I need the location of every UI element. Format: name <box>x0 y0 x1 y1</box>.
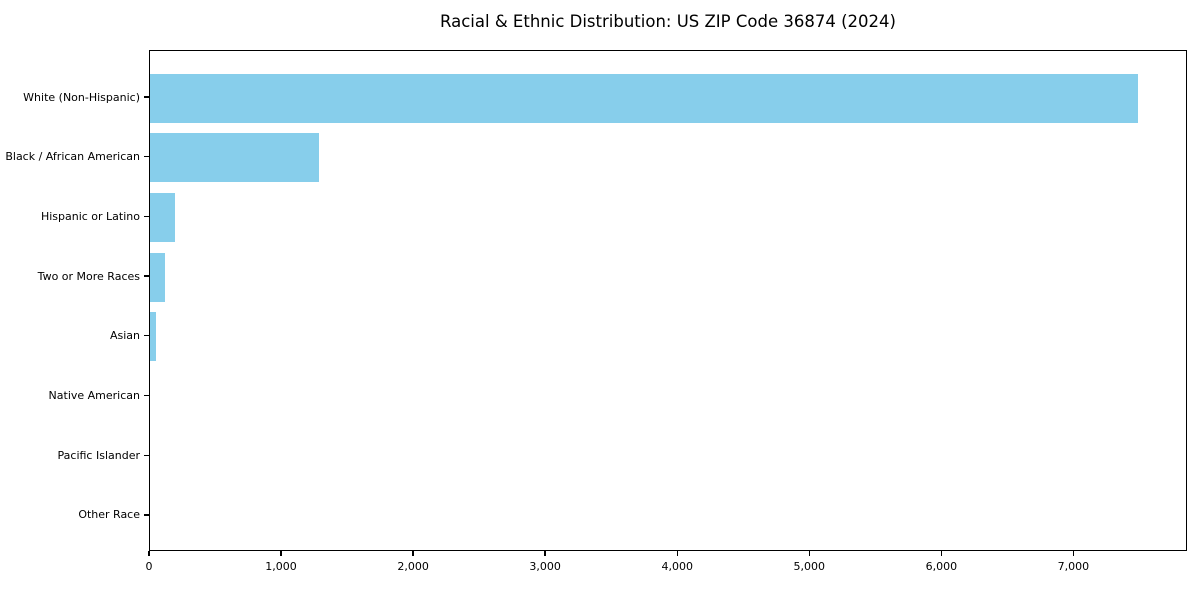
bar-hispanic-or-latino <box>150 192 176 242</box>
x-tick-mark <box>940 551 943 556</box>
x-tick-mark <box>148 551 150 556</box>
x-tick-label: 3,000 <box>529 560 561 573</box>
x-tick-label: 2,000 <box>397 560 429 573</box>
y-tick-mark <box>144 275 149 277</box>
x-tick-mark <box>280 551 282 556</box>
plot-area <box>149 50 1187 551</box>
bar-black-african-american <box>150 133 319 183</box>
bar-two-or-more-races <box>150 252 166 302</box>
y-tick-mark <box>144 215 149 218</box>
x-tick-label: 1,000 <box>265 560 297 573</box>
chart-title: Racial & Ethnic Distribution: US ZIP Cod… <box>440 12 896 31</box>
y-tick-mark <box>144 514 149 516</box>
x-tick-mark <box>1072 551 1075 556</box>
bar-white-non-hispanic <box>150 73 1138 123</box>
y-tick-mark <box>144 394 149 397</box>
x-tick-mark <box>544 551 546 556</box>
y-axis-label: Other Race <box>78 508 140 522</box>
y-axis-label: White (Non-Hispanic) <box>23 90 140 104</box>
x-tick-mark <box>412 551 414 556</box>
y-axis-label: Hispanic or Latino <box>40 209 140 223</box>
y-tick-mark <box>144 335 149 337</box>
x-tick-mark <box>676 551 678 556</box>
x-tick-label: 6,000 <box>925 560 958 573</box>
y-axis-label: Black / African American <box>5 150 140 164</box>
y-tick-mark <box>144 156 149 158</box>
x-tick-label: 5,000 <box>793 560 826 573</box>
y-axis-label: Native American <box>48 389 140 402</box>
x-tick-label: 0 <box>145 560 153 573</box>
y-tick-mark <box>144 454 149 456</box>
x-tick-label: 7,000 <box>1057 560 1090 573</box>
y-axis-label: Asian <box>109 329 140 343</box>
y-axis-label: Pacific Islander <box>57 448 140 462</box>
x-tick-label: 4,000 <box>661 560 693 573</box>
y-tick-mark <box>144 96 149 98</box>
bar-asian <box>150 312 157 362</box>
x-tick-mark <box>808 551 810 556</box>
y-axis-label: Two or More Races <box>37 269 140 283</box>
